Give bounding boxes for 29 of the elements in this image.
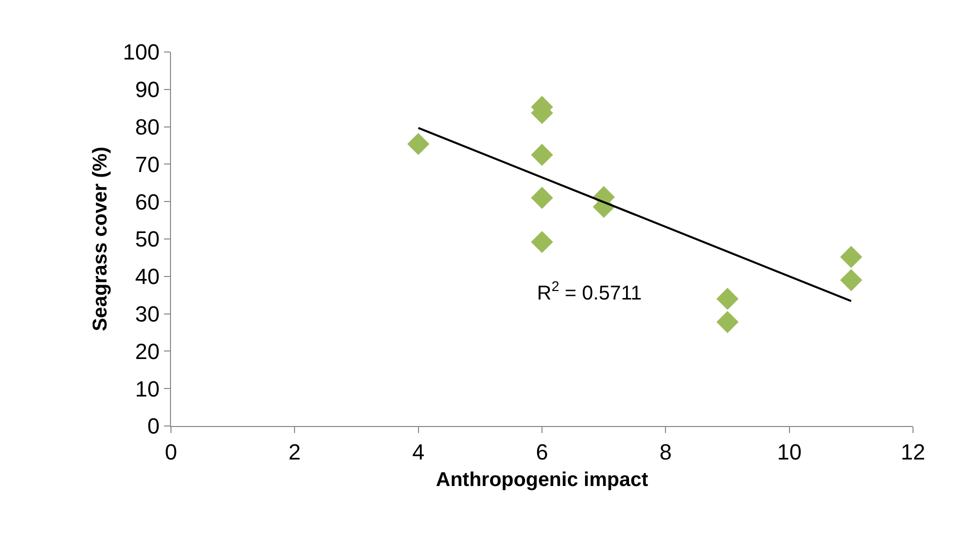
x-tick-label: 6 bbox=[536, 439, 548, 464]
x-tick-label: 10 bbox=[777, 439, 802, 464]
y-tick-label: 40 bbox=[135, 264, 160, 290]
point bbox=[407, 132, 430, 156]
point bbox=[716, 310, 739, 334]
x-tick-label: 8 bbox=[660, 439, 672, 464]
y-tick-label: 10 bbox=[135, 376, 160, 402]
y-tick-label: 0 bbox=[147, 414, 160, 439]
x-tick-label: 4 bbox=[412, 439, 424, 464]
y-axis-title: Seagrass cover (%) bbox=[89, 146, 112, 332]
y-tick-label: 20 bbox=[135, 338, 160, 364]
x-tick-label: 0 bbox=[164, 439, 178, 464]
x-axis-title: Anthropogenic impact bbox=[436, 468, 648, 491]
x-tick-label: 2 bbox=[288, 439, 301, 464]
point bbox=[530, 186, 554, 209]
y-tick-label: 30 bbox=[135, 302, 160, 326]
point bbox=[840, 246, 862, 268]
y-tick-label: 100 bbox=[122, 40, 160, 65]
annotation: R$^{2}$ = 0.5711 bbox=[537, 278, 642, 304]
y-tick-label: 50 bbox=[135, 226, 160, 252]
point bbox=[840, 269, 862, 292]
point bbox=[716, 288, 739, 310]
y-tick-label: 70 bbox=[135, 152, 160, 177]
x-tick-label: 12 bbox=[900, 439, 926, 464]
y-tick-label: 60 bbox=[135, 189, 160, 214]
point bbox=[530, 230, 554, 254]
y-tick-label: 80 bbox=[135, 114, 160, 140]
point bbox=[530, 144, 554, 166]
y-tick-label: 90 bbox=[135, 77, 160, 102]
